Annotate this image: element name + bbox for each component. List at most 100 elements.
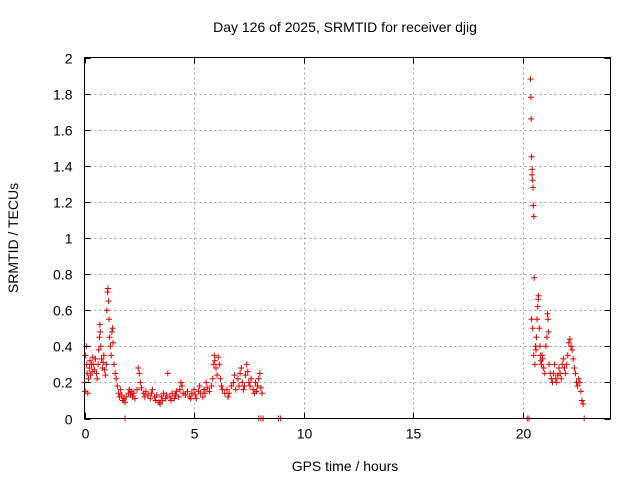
data-point (172, 392, 179, 399)
data-point (209, 375, 216, 382)
data-point (236, 383, 243, 390)
data-point (184, 388, 191, 395)
y-tick-label: 0.8 (53, 267, 73, 283)
data-point (196, 383, 203, 390)
data-point (92, 355, 99, 362)
data-point (100, 359, 107, 366)
data-point (575, 375, 582, 382)
data-point (101, 366, 108, 373)
data-point (97, 343, 104, 350)
data-point (248, 375, 255, 382)
data-point (117, 386, 124, 393)
data-point (84, 370, 91, 377)
data-point (572, 370, 579, 377)
data-point (257, 384, 264, 391)
data-point (162, 395, 169, 402)
data-point (108, 328, 115, 335)
data-point (529, 166, 536, 173)
data-point (187, 395, 194, 402)
data-point (542, 343, 549, 350)
data-point (138, 384, 145, 391)
data-point (544, 310, 551, 317)
data-point (574, 383, 581, 390)
data-point (564, 352, 571, 359)
data-point (555, 364, 562, 371)
y-tick-label: 1.8 (53, 87, 73, 103)
data-point (562, 370, 569, 377)
data-point (214, 372, 221, 379)
data-point (234, 375, 241, 382)
data-point (208, 383, 215, 390)
data-point (98, 355, 105, 362)
data-point (95, 346, 102, 353)
y-tick-label: 1.2 (53, 195, 73, 211)
y-tick-label: 0 (65, 412, 73, 428)
data-point (242, 372, 249, 379)
data-point (529, 171, 536, 178)
data-point (115, 390, 122, 397)
data-point (203, 379, 210, 386)
data-point (534, 303, 541, 310)
data-point (159, 397, 166, 404)
data-point (530, 202, 537, 209)
data-point (536, 343, 543, 350)
data-point (85, 375, 92, 382)
data-point (245, 379, 252, 386)
y-tick-label: 0.6 (53, 303, 73, 319)
data-point (114, 383, 121, 390)
data-point (177, 379, 184, 386)
data-point (211, 357, 218, 364)
grid (84, 57, 611, 419)
data-point (160, 390, 167, 397)
data-point (557, 370, 564, 377)
data-point (104, 285, 111, 292)
data-point (566, 336, 573, 343)
data-point (122, 399, 129, 406)
y-tick-label: 1.4 (53, 159, 73, 175)
data-point (103, 361, 110, 368)
data-point (252, 379, 259, 386)
data-point (565, 339, 572, 346)
data-point (543, 334, 550, 341)
data-point (545, 328, 552, 335)
data-point (94, 375, 101, 382)
data-point (239, 379, 246, 386)
data-point (545, 316, 552, 323)
data-point (84, 390, 91, 397)
data-point (240, 386, 247, 393)
data-point (188, 390, 195, 397)
data-point (254, 383, 261, 390)
data-point (86, 357, 93, 364)
data-point (87, 372, 94, 379)
data-point (226, 390, 233, 397)
data-point (135, 364, 142, 371)
data-point (107, 343, 114, 350)
data-point (123, 393, 130, 400)
data-point (530, 184, 537, 191)
data-point (529, 177, 536, 184)
x-tick-label: 20 (516, 426, 532, 442)
data-point (216, 361, 223, 368)
x-axis-label: GPS time / hours (292, 458, 399, 474)
data-point (531, 274, 538, 281)
data-point (109, 339, 116, 346)
data-point (93, 370, 100, 377)
data-point (106, 334, 113, 341)
data-point (228, 383, 235, 390)
data-point (166, 393, 173, 400)
data-point (541, 370, 548, 377)
data-point (530, 213, 537, 220)
y-tick-label: 1 (65, 231, 73, 247)
data-point (231, 372, 238, 379)
data-point (215, 354, 222, 361)
data-point (202, 390, 209, 397)
data-point (246, 383, 253, 390)
data-point (238, 364, 245, 371)
data-point (532, 346, 539, 353)
y-tick-label: 0.2 (53, 375, 73, 391)
data-point (237, 370, 244, 377)
data-point (529, 325, 536, 332)
data-point (147, 395, 154, 402)
data-point (255, 375, 262, 382)
